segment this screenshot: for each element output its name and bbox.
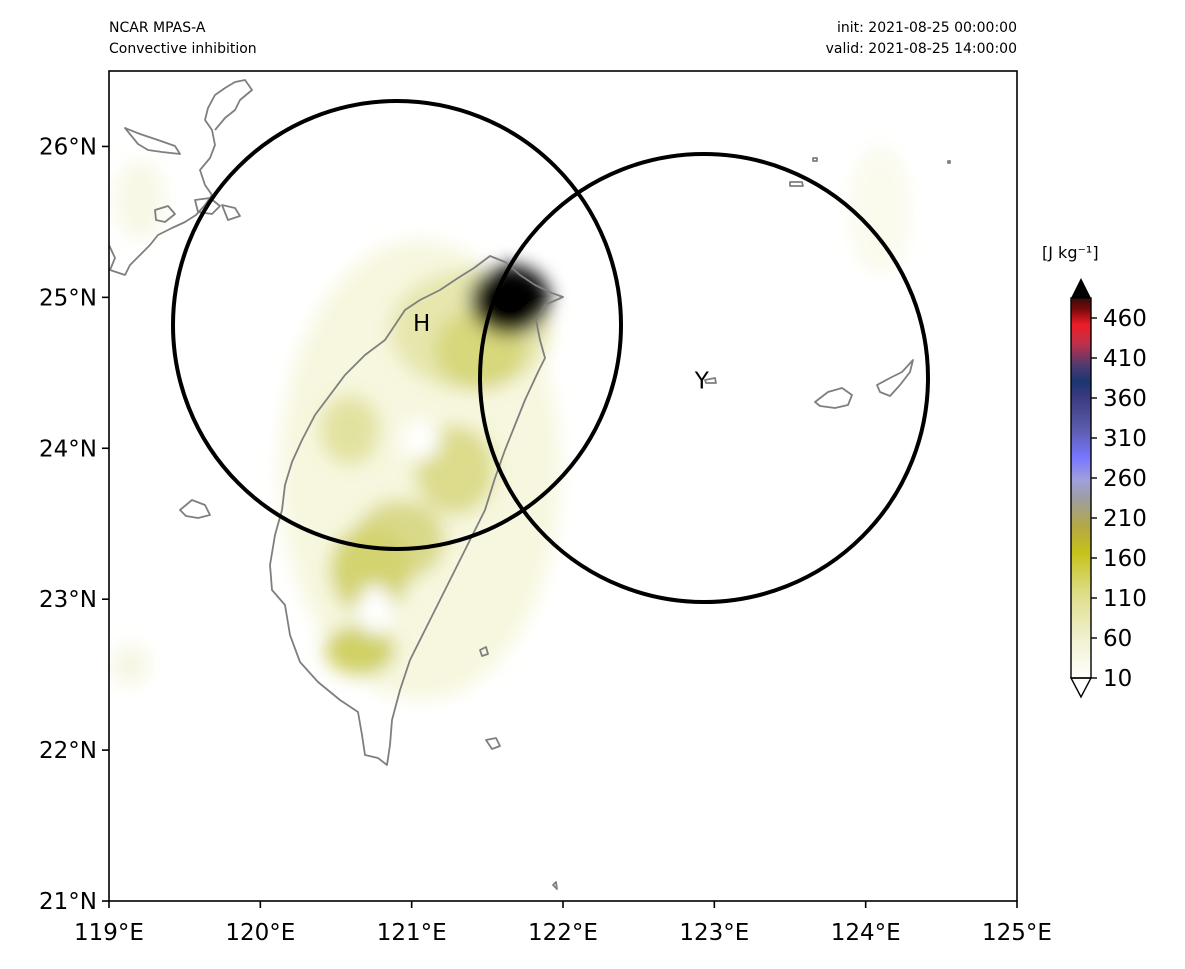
y-tick-label: 23°N: [39, 587, 97, 613]
colorbar-tick-label: 60: [1103, 626, 1132, 652]
colorbar-tick-label: 160: [1103, 546, 1147, 572]
colorbar: [J kg⁻¹] 10 60 110 160 210 260 310 360 410 460: [1042, 243, 1147, 699]
axis-ticks: 119°E 120°E 121°E 122°E 123°E 124°E 125°E 21°N 2…: [39, 134, 1052, 946]
y-tick-label: 24°N: [39, 436, 97, 462]
colorbar-tick-label: 410: [1103, 346, 1147, 372]
small-islet-2: [812, 157, 818, 162]
y-tick-label: 26°N: [39, 134, 97, 160]
y-tick-label: 22°N: [39, 738, 97, 764]
x-tick-label: 123°E: [679, 920, 749, 946]
china-island-4: [221, 204, 241, 221]
center-label-h: H: [413, 311, 430, 337]
colorbar-tick-label: 110: [1103, 586, 1147, 612]
y-tick-label: 21°N: [39, 889, 97, 915]
yonaguni-island: [704, 377, 717, 384]
range-rings: [171, 99, 930, 604]
x-tick-label: 121°E: [377, 920, 447, 946]
iriomote-island: [814, 387, 853, 409]
small-islet-3: [552, 881, 558, 890]
map-area: H Y: [109, 71, 1017, 901]
x-tick-label: 120°E: [225, 920, 295, 946]
colorbar-tick-label: 10: [1103, 666, 1132, 692]
x-tick-label: 122°E: [528, 920, 598, 946]
y-tick-label: 25°N: [39, 285, 97, 311]
colorbar-tick-label: 460: [1103, 306, 1147, 332]
colorbar-tick-label: 260: [1103, 466, 1147, 492]
header-right: init: 2021-08-25 00:00:00 valid: 2021-08…: [826, 18, 1017, 60]
colorbar-tick-label: 360: [1103, 386, 1147, 412]
colorbar-ticks: 10 60 110 160 210 260 310 360 410 460: [1091, 306, 1147, 692]
x-tick-label: 124°E: [831, 920, 901, 946]
colorbar-extend-min: [1069, 677, 1093, 699]
colorbar-tick-label: 210: [1103, 506, 1147, 532]
ishigaki-island: [876, 359, 914, 397]
model-name: NCAR MPAS-A: [109, 20, 206, 36]
green-island: [479, 646, 489, 657]
init-time: init: 2021-08-25 00:00:00: [837, 20, 1017, 36]
coastlines: [109, 79, 951, 890]
colorbar-extend-max: [1071, 278, 1091, 298]
field-name: Convective inhibition: [109, 41, 257, 57]
taiwan-coastline: [269, 255, 564, 766]
range-ring-y: [478, 152, 930, 604]
small-islet-1: [789, 181, 804, 187]
china-coastline: [109, 79, 253, 276]
range-ring-h: [171, 99, 623, 551]
orchid-island: [485, 737, 501, 750]
china-island-1: [124, 127, 181, 155]
small-islet-4: [947, 160, 951, 164]
china-island-3: [194, 197, 221, 215]
header-left: NCAR MPAS-A Convective inhibition: [109, 18, 257, 60]
penghu-islands: [179, 499, 211, 519]
colorbar-gradient: [1071, 298, 1091, 678]
center-label-y: Y: [694, 368, 710, 394]
china-island-2: [154, 205, 176, 223]
colorbar-units: [J kg⁻¹]: [1042, 243, 1099, 262]
x-tick-label: 125°E: [982, 920, 1052, 946]
x-tick-label: 119°E: [74, 920, 144, 946]
valid-time: valid: 2021-08-25 14:00:00: [825, 41, 1017, 57]
cin-field: [110, 145, 910, 700]
colorbar-tick-label: 310: [1103, 426, 1147, 452]
